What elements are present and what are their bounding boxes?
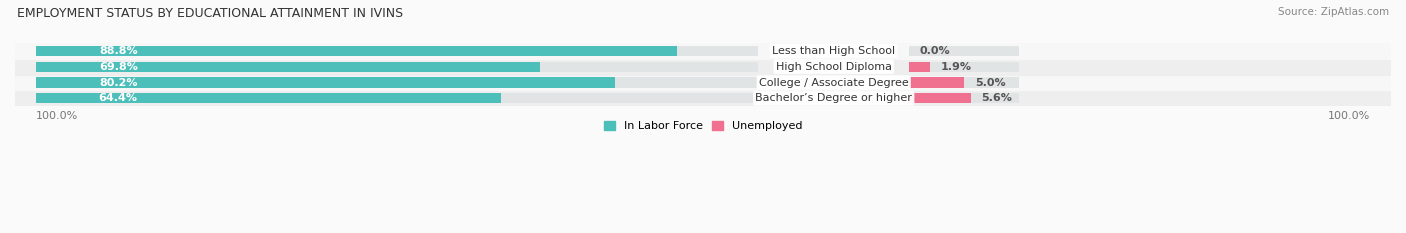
Bar bbox=[910, 77, 965, 88]
Bar bbox=[15, 43, 1391, 59]
Text: 5.0%: 5.0% bbox=[974, 78, 1005, 88]
Text: Source: ZipAtlas.com: Source: ZipAtlas.com bbox=[1278, 7, 1389, 17]
Bar bbox=[910, 46, 1019, 56]
Bar bbox=[910, 77, 1019, 88]
Bar bbox=[910, 93, 972, 103]
Text: 88.8%: 88.8% bbox=[98, 46, 138, 56]
Text: Less than High School: Less than High School bbox=[772, 46, 896, 56]
Bar bbox=[35, 77, 614, 88]
Text: 64.4%: 64.4% bbox=[98, 93, 138, 103]
Text: 100.0%: 100.0% bbox=[35, 111, 77, 121]
Bar bbox=[15, 75, 1391, 90]
Text: EMPLOYMENT STATUS BY EDUCATIONAL ATTAINMENT IN IVINS: EMPLOYMENT STATUS BY EDUCATIONAL ATTAINM… bbox=[17, 7, 404, 20]
Text: 5.6%: 5.6% bbox=[981, 93, 1012, 103]
Text: 0.0%: 0.0% bbox=[920, 46, 950, 56]
Bar bbox=[15, 90, 1391, 106]
Bar bbox=[35, 46, 678, 56]
Bar bbox=[35, 93, 501, 103]
Text: 80.2%: 80.2% bbox=[98, 78, 138, 88]
Bar bbox=[910, 62, 931, 72]
Text: Bachelor’s Degree or higher: Bachelor’s Degree or higher bbox=[755, 93, 912, 103]
Bar bbox=[35, 46, 758, 56]
Text: 100.0%: 100.0% bbox=[1329, 111, 1371, 121]
Bar bbox=[35, 77, 758, 88]
Text: College / Associate Degree: College / Associate Degree bbox=[759, 78, 908, 88]
Bar bbox=[910, 93, 1019, 103]
Bar bbox=[35, 93, 758, 103]
Text: High School Diploma: High School Diploma bbox=[776, 62, 891, 72]
Text: 1.9%: 1.9% bbox=[941, 62, 972, 72]
Bar bbox=[35, 62, 758, 72]
Bar bbox=[15, 59, 1391, 75]
Bar bbox=[910, 62, 1019, 72]
Legend: In Labor Force, Unemployed: In Labor Force, Unemployed bbox=[599, 116, 807, 135]
Text: 69.8%: 69.8% bbox=[98, 62, 138, 72]
Bar bbox=[35, 62, 540, 72]
